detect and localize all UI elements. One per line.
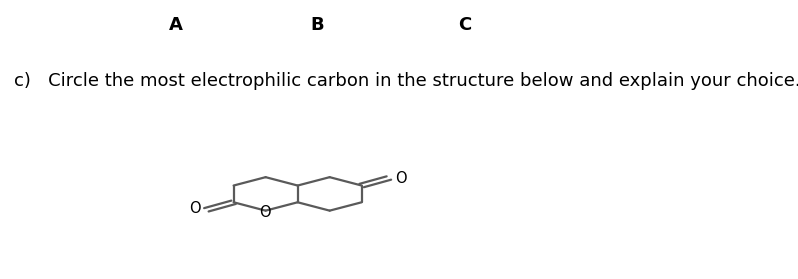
Text: C: C [459,16,472,34]
Text: B: B [310,16,324,34]
Text: O: O [189,201,200,217]
Text: A: A [168,16,183,34]
Text: O: O [259,205,271,220]
Text: O: O [395,171,406,186]
Text: c)   Circle the most electrophilic carbon in the structure below and explain you: c) Circle the most electrophilic carbon … [14,72,798,90]
